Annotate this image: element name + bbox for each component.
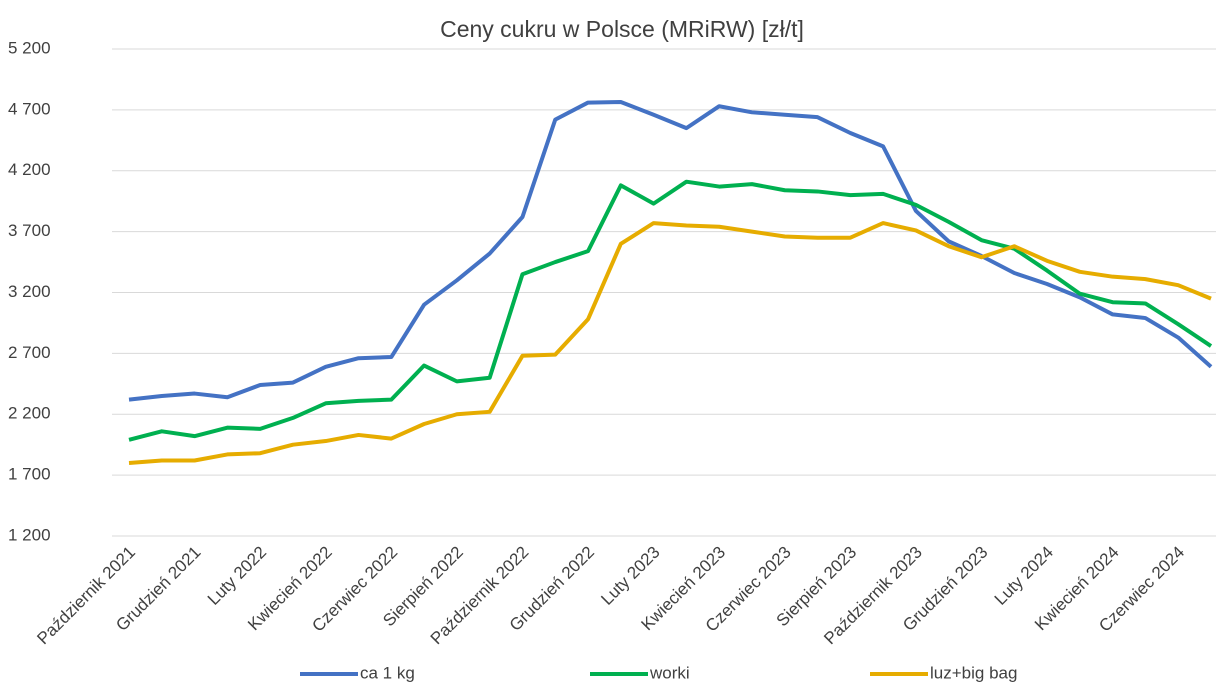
y-tick-label: 3 200 (8, 282, 51, 301)
series-line (128, 99, 1213, 402)
y-tick-label: 5 200 (8, 38, 51, 57)
y-tick-label: 1 200 (8, 525, 51, 544)
legend-label: luz+big bag (930, 663, 1017, 682)
series-line (128, 221, 1212, 465)
y-tick-label: 4 700 (8, 99, 51, 118)
series-line (128, 179, 1213, 442)
legend-label: worki (649, 663, 690, 682)
x-tick-label: Luty 2023 (597, 543, 663, 609)
legend-label: ca 1 kg (360, 663, 415, 682)
y-tick-label: 1 700 (8, 465, 51, 484)
y-tick-label: 2 700 (8, 343, 51, 362)
y-tick-label: 4 200 (8, 160, 51, 179)
y-tick-label: 2 200 (8, 404, 51, 423)
y-tick-label: 3 700 (8, 221, 51, 240)
chart-title: Ceny cukru w Polsce (MRiRW) [zł/t] (440, 16, 804, 42)
x-tick-label: Luty 2022 (204, 543, 270, 609)
x-tick-label: Luty 2024 (991, 543, 1057, 609)
